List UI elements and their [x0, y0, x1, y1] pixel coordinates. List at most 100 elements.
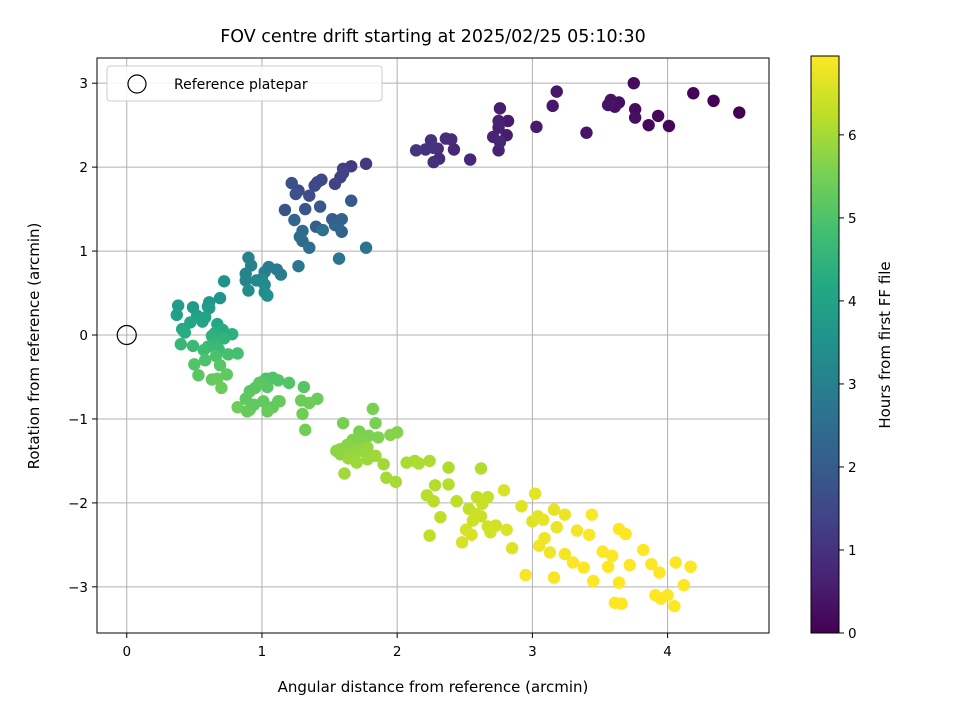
- y-tick-label: −1: [68, 412, 88, 428]
- data-point: [221, 348, 235, 361]
- data-point: [338, 467, 351, 480]
- data-point: [530, 120, 543, 134]
- data-point: [174, 338, 188, 351]
- data-point: [292, 259, 305, 273]
- data-point: [493, 135, 507, 149]
- x-tick-label: 1: [258, 644, 267, 660]
- data-point: [580, 126, 593, 139]
- colorbar-tick-label: 5: [848, 211, 857, 227]
- data-point: [538, 531, 551, 545]
- colorbar-tick-label: 1: [848, 543, 857, 559]
- data-point: [178, 326, 192, 339]
- data-point: [684, 560, 697, 573]
- data-point: [601, 560, 615, 573]
- data-point: [171, 299, 185, 312]
- reference-marker-group: [116, 324, 137, 346]
- data-point: [519, 568, 532, 582]
- data-point: [547, 503, 561, 516]
- data-point: [336, 416, 350, 430]
- data-point: [380, 471, 393, 484]
- data-point: [455, 536, 469, 549]
- data-point: [668, 599, 681, 613]
- data-point: [336, 166, 350, 180]
- data-point: [570, 524, 584, 537]
- y-axis-label: Rotation from reference (arcmin): [25, 223, 43, 470]
- data-point: [203, 301, 216, 315]
- colorbar: 0 1 2 3 4 5 6 Hours from first FF file: [810, 55, 894, 642]
- data-point: [677, 578, 691, 592]
- data-point: [547, 571, 561, 584]
- data-point: [209, 349, 223, 363]
- data-point: [627, 76, 640, 90]
- colorbar-tick-label: 0: [848, 626, 857, 642]
- data-point: [515, 500, 528, 513]
- data-point: [628, 111, 642, 124]
- data-point: [623, 558, 636, 572]
- data-point: [170, 308, 183, 322]
- data-point: [587, 574, 600, 588]
- data-point: [215, 381, 228, 395]
- data-point: [261, 405, 274, 418]
- data-point: [366, 402, 380, 416]
- legend: Reference platepar: [106, 65, 383, 102]
- data-point: [536, 513, 550, 526]
- data-point: [577, 561, 590, 574]
- x-axis-label: Angular distance from reference (arcmin): [278, 678, 589, 696]
- data-point: [316, 223, 330, 237]
- data-point: [289, 187, 302, 201]
- data-point: [288, 213, 301, 227]
- legend-box: [106, 65, 383, 102]
- data-point: [299, 202, 312, 216]
- y-tick-label: 1: [79, 244, 88, 260]
- data-point: [213, 359, 227, 372]
- data-point: [313, 200, 327, 213]
- data-point: [409, 144, 423, 157]
- data-point: [231, 347, 244, 360]
- data-point: [582, 528, 596, 541]
- chart-title: FOV centre drift starting at 2025/02/25 …: [220, 27, 646, 47]
- x-tick-label: 0: [122, 644, 131, 660]
- data-point: [493, 102, 507, 115]
- data-point: [331, 219, 344, 233]
- data-point: [566, 556, 580, 569]
- x-tick-label: 2: [393, 644, 402, 660]
- data-point: [240, 405, 254, 418]
- data-point: [253, 376, 266, 390]
- data-point: [303, 189, 316, 202]
- data-point: [278, 203, 292, 217]
- data-point: [612, 576, 626, 589]
- data-point: [217, 332, 231, 345]
- data-point: [282, 376, 296, 390]
- data-point: [299, 423, 312, 437]
- plot-frame: [96, 57, 770, 634]
- data-point: [423, 454, 436, 468]
- data-point: [601, 98, 615, 112]
- data-point: [257, 395, 270, 408]
- data-point: [558, 547, 572, 561]
- data-point: [450, 495, 463, 508]
- data-point: [447, 143, 461, 156]
- data-point: [350, 456, 363, 469]
- data-point: [707, 94, 720, 108]
- data-point: [662, 119, 676, 133]
- data-point: [198, 353, 212, 367]
- colorbar-tick-label: 3: [848, 377, 857, 393]
- data-point: [619, 527, 632, 541]
- y-tick-label: 0: [79, 328, 88, 344]
- data-point: [197, 343, 211, 357]
- data-point: [186, 339, 200, 353]
- data-point: [474, 462, 488, 475]
- y-tick-label: −3: [68, 580, 88, 596]
- data-point: [637, 543, 650, 557]
- data-point: [661, 589, 674, 602]
- x-tick-label: 3: [528, 644, 537, 660]
- data-point: [505, 542, 519, 555]
- data-point: [239, 274, 252, 287]
- data-point: [217, 275, 231, 288]
- y-ticks: −3 −2 −1 0 1 2 3: [68, 76, 97, 596]
- data-point: [651, 109, 665, 123]
- x-tick-label: 4: [663, 644, 672, 660]
- data-point: [501, 114, 515, 128]
- colorbar-gradient: [810, 55, 840, 634]
